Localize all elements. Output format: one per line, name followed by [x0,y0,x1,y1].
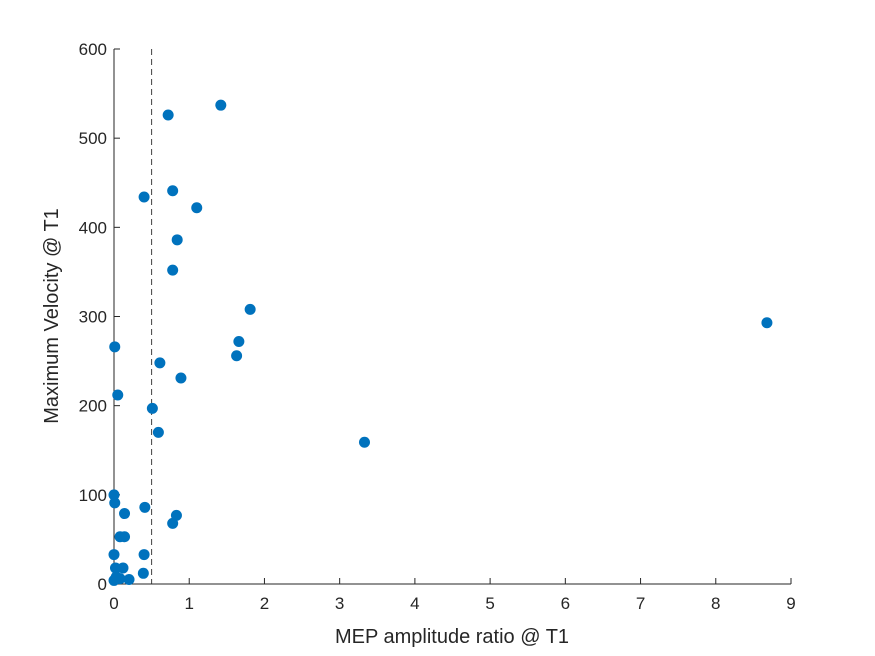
data-point [112,389,124,401]
data-point [123,574,135,586]
data-point [108,489,120,501]
data-point [244,303,256,315]
data-point [108,549,120,561]
y-tick-label: 100 [79,486,107,505]
data-point [119,508,131,520]
x-tick-label: 5 [485,594,494,613]
data-point [231,350,243,362]
data-point [233,335,245,347]
data-point [119,531,131,543]
data-point [154,357,166,369]
data-point [117,562,129,574]
y-axis-ticks: 0 100 200 300 400 500 600 [79,40,120,594]
x-tick-label: 1 [184,594,193,613]
data-point [162,109,174,121]
y-tick-label: 0 [98,575,107,594]
x-tick-label: 8 [711,594,720,613]
x-tick-label: 2 [260,594,269,613]
data-point [110,562,122,574]
data-point [191,202,203,214]
x-axis-ticks: 0 1 2 3 4 5 6 7 8 9 [109,578,796,613]
data-point [761,317,773,329]
y-axis-label: Maximum Velocity @ T1 [41,208,63,424]
data-point [167,517,179,529]
data-point [146,402,158,414]
data-point [215,99,227,111]
x-tick-label: 6 [561,594,570,613]
data-point [152,426,164,438]
data-point [108,574,120,586]
axes [113,49,791,585]
y-tick-label: 600 [79,40,107,59]
x-axis-label: MEP amplitude ratio @ T1 [335,626,569,648]
data-point [138,191,150,203]
x-tick-label: 0 [109,594,118,613]
data-point [138,549,150,561]
x-tick-label: 7 [636,594,645,613]
y-tick-label: 500 [79,129,107,148]
data-point [137,567,149,579]
data-point [167,185,179,197]
x-tick-label: 4 [410,594,419,613]
data-point [109,341,121,353]
data-point [167,264,179,276]
data-point [175,372,187,384]
y-tick-label: 200 [79,397,107,416]
y-tick-label: 300 [79,308,107,327]
data-point [358,436,370,448]
x-tick-label: 9 [786,594,795,613]
data-point [171,234,183,246]
x-tick-label: 3 [335,594,344,613]
scatter-points [108,99,773,586]
data-point [139,501,151,513]
y-tick-label: 400 [79,218,107,237]
data-point [109,497,121,509]
